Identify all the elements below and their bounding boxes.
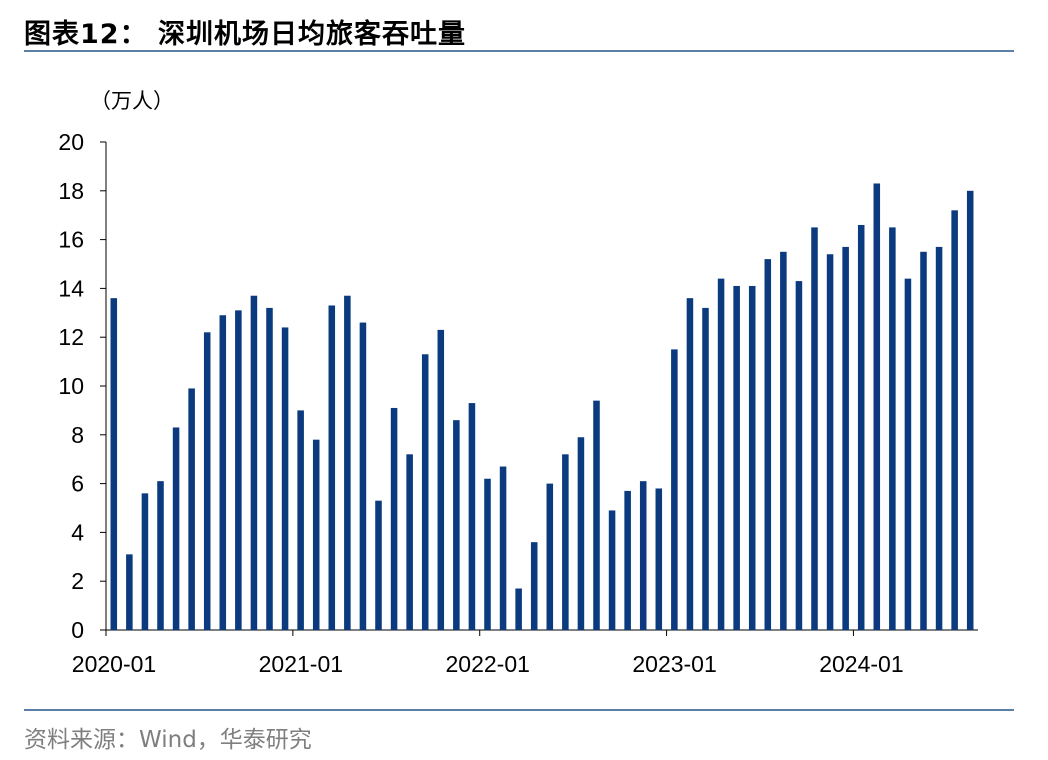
bar-2020-03 — [141, 493, 149, 630]
bar-2024-04 — [904, 278, 912, 630]
bar-2021-06 — [375, 500, 382, 630]
bar-2020-11 — [266, 307, 273, 630]
bar-2022-08 — [593, 400, 600, 630]
bar-2022-03 — [515, 588, 522, 630]
x-tick-label: 2020-01 — [72, 651, 156, 677]
bar-2023-04 — [717, 278, 725, 630]
bar-2021-05 — [359, 322, 367, 630]
bars-group — [110, 183, 974, 631]
y-tick-label: 20 — [58, 129, 84, 155]
bar-2020-07 — [203, 332, 211, 630]
x-tick-label: 2021-01 — [259, 651, 343, 677]
y-tick-label: 10 — [58, 373, 84, 399]
y-tick-label: 14 — [58, 275, 84, 301]
x-axis: 2020-01 2021-01 2022-01 2023-01 2024-01 — [72, 629, 978, 677]
bar-2022-01 — [484, 478, 491, 630]
bar-2023-03 — [702, 307, 709, 630]
bar-2020-12 — [281, 327, 289, 630]
bar-2023-10 — [811, 227, 818, 630]
bar-2021-01 — [297, 410, 304, 630]
bar-2022-02 — [499, 466, 507, 630]
bar-2024-07 — [951, 210, 958, 630]
bar-2022-06 — [562, 454, 569, 630]
bar-2021-07 — [390, 407, 398, 630]
bar-2020-06 — [188, 388, 195, 630]
bar-2024-06 — [935, 246, 943, 631]
bar-2020-02 — [126, 554, 133, 630]
x-tick-label: 2022-01 — [446, 651, 530, 677]
bar-2020-09 — [235, 310, 242, 630]
y-tick-label: 6 — [71, 471, 84, 497]
bar-2023-07 — [764, 259, 772, 630]
bar-2024-01 — [857, 224, 865, 630]
bar-2021-03 — [328, 305, 336, 630]
bar-2022-09 — [608, 510, 616, 630]
bar-2023-09 — [795, 281, 803, 630]
bar-2021-04 — [344, 295, 351, 630]
y-tick-label: 16 — [58, 227, 84, 253]
bar-2024-05 — [920, 251, 927, 631]
bar-2021-10 — [437, 329, 445, 630]
top-divider — [24, 50, 1014, 52]
bar-2023-11 — [826, 254, 834, 631]
x-tick-label: 2023-01 — [632, 651, 716, 677]
bar-2022-10 — [624, 490, 631, 630]
bar-2022-04 — [530, 542, 538, 630]
bar-2023-01 — [671, 349, 678, 630]
y-tick-label: 12 — [58, 324, 84, 350]
bar-2022-07 — [577, 437, 585, 630]
y-axis-unit-label: （万人） — [90, 89, 174, 113]
bar-2020-04 — [157, 481, 164, 630]
bar-2023-08 — [780, 251, 787, 631]
bar-2020-05 — [172, 427, 180, 630]
y-axis: 0 2 4 6 8 10 12 14 16 18 20 — [58, 129, 107, 643]
bar-2022-05 — [546, 483, 554, 630]
bar-2024-03 — [889, 227, 896, 630]
figure-title: 图表12： 深圳机场日均旅客吞吐量 — [24, 19, 466, 50]
bar-2021-09 — [421, 354, 429, 630]
bar-2020-01 — [110, 298, 118, 630]
bottom-divider — [24, 709, 1014, 711]
bar-2021-12 — [468, 403, 476, 630]
bar-2023-06 — [748, 285, 756, 630]
y-tick-label: 18 — [58, 178, 84, 204]
bar-2023-12 — [842, 246, 849, 631]
bar-2021-02 — [312, 439, 320, 630]
bar-2023-02 — [686, 298, 694, 630]
bar-2021-08 — [406, 454, 413, 630]
y-tick-label: 8 — [71, 422, 84, 448]
bar-2021-11 — [453, 420, 460, 630]
bar-2023-05 — [733, 285, 740, 630]
bar-2024-08 — [966, 190, 974, 631]
source-note: 资料来源：Wind，华泰研究 — [24, 727, 312, 753]
y-tick-label: 0 — [71, 617, 84, 643]
bar-2022-12 — [655, 488, 663, 630]
bar-2020-08 — [219, 315, 227, 630]
bar-2024-02 — [873, 183, 881, 630]
y-tick-label: 4 — [71, 519, 84, 545]
bar-2022-11 — [639, 481, 647, 630]
y-tick-label: 2 — [71, 568, 84, 594]
x-tick-label: 2024-01 — [819, 651, 903, 677]
bar-2020-10 — [250, 295, 258, 630]
